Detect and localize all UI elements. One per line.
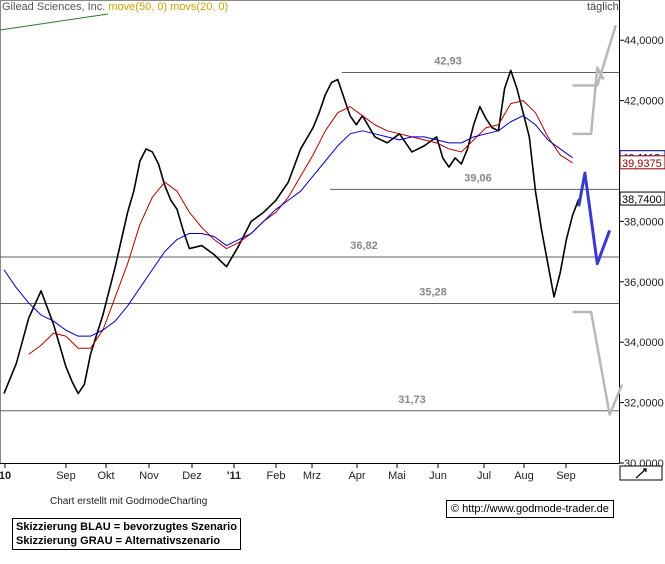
x-tick-label: Sep: [556, 470, 576, 482]
scenario-grau-unten: [572, 310, 624, 416]
price-marker-box: [619, 191, 665, 206]
level-label: 36,82: [350, 240, 378, 252]
level-label: 31,73: [398, 394, 426, 406]
series-move-50-0-: [3, 115, 573, 337]
security-name: Gilead Sciences, Inc.: [2, 1, 106, 13]
website-link[interactable]: © http://www.godmode-trader.de: [446, 500, 614, 518]
x-tick-label: Jul: [477, 470, 491, 482]
y-tick-label: 44,0000: [624, 35, 664, 47]
zoom-arrow-icon: [635, 468, 647, 479]
price-marker-box: [619, 155, 665, 170]
level-label: 42,93: [434, 56, 462, 68]
scenario-grau-mitte: [572, 66, 605, 136]
x-tick-label: Apr: [348, 470, 365, 482]
plot-frame: [0, 0, 620, 464]
level-label: 39,06: [464, 172, 492, 184]
x-tick-label: '11: [227, 470, 241, 482]
level-label: 35,28: [419, 287, 447, 299]
x-tick-label: Jun: [429, 470, 447, 482]
scenario-legend: Skizzierung BLAU = bevorzugtes Szenario …: [12, 518, 241, 550]
scenario-grau-oben: [572, 24, 618, 87]
x-tick-label: Feb: [267, 470, 286, 482]
x-tick-label: Mrz: [303, 470, 321, 482]
y-tick-label: 32,0000: [624, 398, 664, 410]
indicator-label: move(50, 0) movs(20, 0): [108, 1, 229, 13]
x-tick-label: Sep: [56, 470, 76, 482]
series-movs-20-0-: [28, 100, 573, 355]
chart-title: Gilead Sciences, Inc. move(50, 0) movs(2…: [2, 1, 228, 13]
series-price: [3, 69, 580, 395]
x-tick-label: Nov: [139, 470, 159, 482]
trend-line: [0, 13, 109, 31]
price-marker-label: 39,9375: [622, 158, 662, 170]
y-tick-label: 36,0000: [624, 277, 664, 289]
x-tick-label: 10: [0, 470, 11, 482]
y-tick-label: 38,0000: [624, 216, 664, 228]
x-tick-label: Mai: [388, 470, 406, 482]
legend-gray: Skizzierung GRAU = Alternativszenario: [16, 535, 221, 547]
x-tick-label: Okt: [97, 470, 114, 482]
y-tick-label: 42,0000: [624, 96, 664, 108]
x-tick-label: Aug: [514, 470, 534, 482]
legend-blue: Skizzierung BLAU = bevorzugtes Szenario: [16, 521, 237, 533]
chart-credit: Chart erstellt mit GodmodeCharting: [50, 496, 208, 507]
scenario-blau: [577, 171, 612, 266]
price-marker-label: 38,7400: [622, 194, 662, 206]
period-label: täglich: [587, 1, 619, 13]
y-tick-label: 34,0000: [624, 337, 664, 349]
x-tick-label: Dez: [182, 470, 202, 482]
